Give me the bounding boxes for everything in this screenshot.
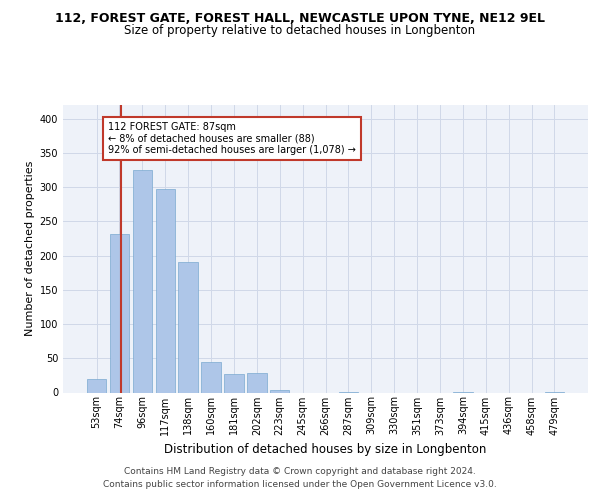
X-axis label: Distribution of detached houses by size in Longbenton: Distribution of detached houses by size … <box>164 443 487 456</box>
Text: 112, FOREST GATE, FOREST HALL, NEWCASTLE UPON TYNE, NE12 9EL: 112, FOREST GATE, FOREST HALL, NEWCASTLE… <box>55 12 545 26</box>
Bar <box>155 189 175 392</box>
Bar <box>247 372 266 392</box>
Bar <box>224 374 244 392</box>
Bar <box>202 362 221 392</box>
Bar <box>87 379 106 392</box>
Text: Contains HM Land Registry data © Crown copyright and database right 2024.
Contai: Contains HM Land Registry data © Crown c… <box>103 468 497 489</box>
Bar <box>178 262 198 392</box>
Text: Size of property relative to detached houses in Longbenton: Size of property relative to detached ho… <box>124 24 476 37</box>
Bar <box>110 234 129 392</box>
Text: 112 FOREST GATE: 87sqm
← 8% of detached houses are smaller (88)
92% of semi-deta: 112 FOREST GATE: 87sqm ← 8% of detached … <box>108 122 356 156</box>
Bar <box>133 170 152 392</box>
Y-axis label: Number of detached properties: Number of detached properties <box>25 161 35 336</box>
Bar <box>270 390 289 392</box>
